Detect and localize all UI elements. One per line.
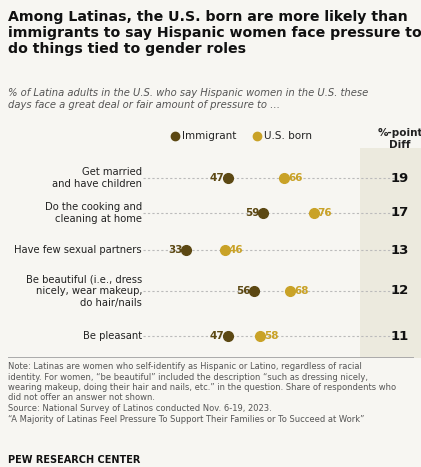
- Text: %-point
Diff: %-point Diff: [377, 128, 421, 149]
- Text: “A Majority of Latinas Feel Pressure To Support Their Families or To Succeed at : “A Majority of Latinas Feel Pressure To …: [8, 415, 364, 424]
- Text: 47: 47: [209, 173, 224, 183]
- Text: identity. For women, “be beautiful” included the description “such as dressing n: identity. For women, “be beautiful” incl…: [8, 373, 368, 382]
- Text: Do the cooking and
cleaning at home: Do the cooking and cleaning at home: [45, 202, 142, 224]
- Text: Note: Latinas are women who self-identify as Hispanic or Latino, regardless of r: Note: Latinas are women who self-identif…: [8, 362, 362, 371]
- Text: Have few sexual partners: Have few sexual partners: [14, 245, 142, 255]
- Text: 66: 66: [288, 173, 303, 183]
- Text: 47: 47: [209, 331, 224, 341]
- Text: 59: 59: [245, 208, 259, 218]
- Text: Among Latinas, the U.S. born are more likely than
immigrants to say Hispanic wom: Among Latinas, the U.S. born are more li…: [8, 10, 421, 57]
- Text: 13: 13: [391, 243, 409, 256]
- Text: Be beautiful (i.e., dress
nicely, wear makeup,
do hair/nails: Be beautiful (i.e., dress nicely, wear m…: [26, 275, 142, 308]
- Text: 19: 19: [391, 171, 409, 184]
- Text: Immigrant: Immigrant: [182, 131, 236, 141]
- Text: 76: 76: [317, 208, 332, 218]
- Text: PEW RESEARCH CENTER: PEW RESEARCH CENTER: [8, 455, 140, 465]
- Text: 46: 46: [229, 245, 243, 255]
- Text: 33: 33: [168, 245, 182, 255]
- Text: U.S. born: U.S. born: [264, 131, 312, 141]
- Text: 12: 12: [391, 284, 409, 297]
- Text: 58: 58: [264, 331, 279, 341]
- Text: wearing makeup, doing their hair and nails, etc.” in the question. Share of resp: wearing makeup, doing their hair and nai…: [8, 383, 396, 392]
- Text: Source: National Survey of Latinos conducted Nov. 6-19, 2023.: Source: National Survey of Latinos condu…: [8, 404, 272, 413]
- Text: % of Latina adults in the U.S. who say Hispanic women in the U.S. these
days fac: % of Latina adults in the U.S. who say H…: [8, 88, 368, 110]
- Text: did not offer an answer not shown.: did not offer an answer not shown.: [8, 394, 155, 403]
- Bar: [360, 148, 421, 358]
- Text: Be pleasant: Be pleasant: [83, 331, 142, 341]
- Text: 17: 17: [391, 206, 409, 219]
- Text: Get married
and have children: Get married and have children: [52, 167, 142, 189]
- Text: 11: 11: [391, 330, 409, 342]
- Text: 68: 68: [294, 286, 309, 296]
- Text: 56: 56: [236, 286, 250, 296]
